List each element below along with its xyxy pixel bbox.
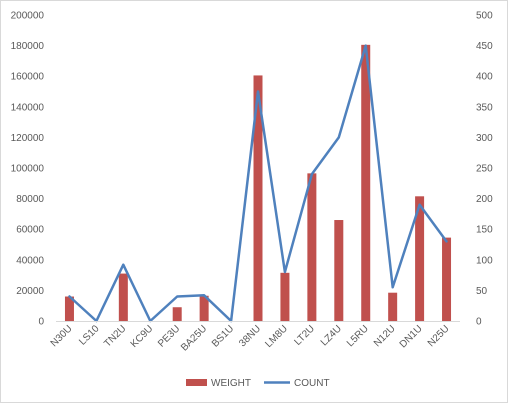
x-category-label: N25U (426, 323, 452, 349)
y-right-tick-label: 50 (476, 286, 488, 297)
count-point (257, 90, 259, 93)
y-left-tick-label: 200000 (11, 11, 45, 22)
x-category-label: KC9U (129, 323, 156, 350)
count-point (203, 294, 205, 297)
legend-weight-swatch (186, 379, 207, 386)
x-category-label: DN1U (398, 323, 425, 350)
count-point (311, 173, 313, 175)
count-point (391, 286, 394, 289)
count-line-layer (68, 44, 448, 323)
y-right-tick-label: 100 (476, 255, 493, 266)
weight-bar (442, 237, 452, 321)
weight-bar (388, 292, 398, 321)
weight-bar (199, 295, 209, 321)
y-right-tick-label: 300 (476, 133, 493, 144)
weight-bars (64, 44, 452, 322)
weight-bar (118, 273, 128, 321)
y-right-tick-label: 250 (476, 164, 493, 175)
x-category-label: LS10 (77, 323, 102, 348)
weight-bar (253, 75, 263, 321)
x-category-label: LZ4U (319, 323, 344, 348)
right-axis-labels: 0 50 100 150 200 250 300 350 400 450 500 (476, 11, 493, 328)
x-category-label: LT2U (292, 323, 317, 348)
y-right-tick-label: 400 (476, 72, 493, 83)
count-point (284, 271, 286, 273)
weight-bar (334, 220, 344, 321)
count-point (176, 295, 178, 298)
y-left-tick-label: 20000 (16, 286, 44, 297)
y-left-tick-label: 180000 (11, 41, 45, 52)
weight-bar (64, 296, 74, 321)
x-category-label: LM8U (263, 323, 290, 350)
legend: WEIGHT COUNT (186, 378, 330, 389)
y-left-tick-label: 160000 (11, 72, 45, 83)
x-category-label: L5RU (345, 323, 371, 349)
y-right-tick-label: 500 (476, 11, 493, 22)
y-left-tick-label: 100000 (11, 164, 45, 175)
legend-count-label: COUNT (294, 378, 330, 389)
weight-bar (361, 44, 371, 322)
x-category-label: BA25U (179, 323, 209, 353)
weight-bar (280, 272, 290, 321)
y-left-tick-label: 40000 (16, 255, 44, 266)
weight-bar (415, 196, 425, 321)
x-category-label: N12U (372, 323, 398, 349)
y-left-tick-label: 60000 (16, 225, 44, 236)
legend-weight-label: WEIGHT (211, 378, 251, 389)
weight-bar (172, 307, 182, 321)
count-point (364, 44, 367, 47)
x-category-label: 38NU (237, 323, 263, 349)
x-category-label: BS1U (210, 323, 236, 349)
y-right-tick-label: 150 (476, 225, 493, 236)
y-left-tick-label: 140000 (11, 102, 45, 113)
y-right-tick-label: 0 (476, 317, 482, 328)
y-left-tick-label: 0 (38, 317, 44, 328)
y-left-tick-label: 120000 (11, 133, 45, 144)
y-right-tick-label: 350 (476, 102, 493, 113)
count-point (445, 240, 448, 243)
count-point (68, 295, 71, 298)
x-category-label: TN2U (102, 323, 128, 349)
x-category-label: N30U (49, 323, 75, 349)
count-point (338, 136, 340, 139)
y-right-tick-label: 450 (476, 41, 493, 52)
left-axis-labels: 0 20000 40000 60000 80000 100000 120000 140000 1… (11, 11, 45, 328)
y-left-tick-label: 80000 (16, 194, 44, 205)
y-right-tick-label: 200 (476, 194, 493, 205)
count-point (418, 203, 421, 206)
count-point (122, 263, 125, 266)
weight-bar (307, 173, 317, 321)
